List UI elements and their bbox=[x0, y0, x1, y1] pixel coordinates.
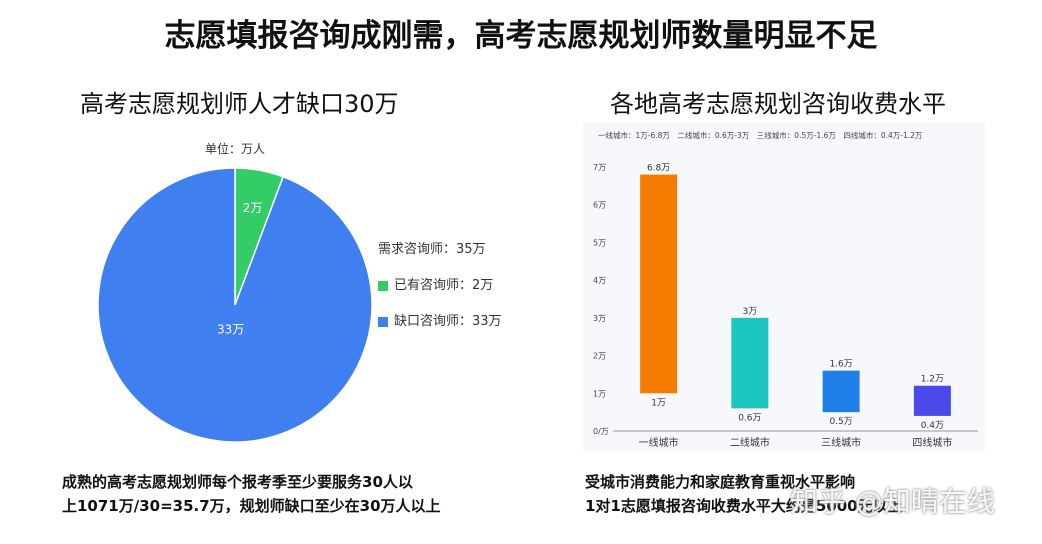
bar-high-label: 6.8万 bbox=[647, 164, 670, 174]
x-tick-label: 四线城市 bbox=[912, 436, 952, 449]
bar-low-label: 0.4万 bbox=[921, 421, 944, 431]
bar-3 bbox=[822, 370, 860, 413]
bar-2 bbox=[731, 317, 769, 409]
x-tick-label: 三线城市 bbox=[821, 436, 861, 449]
bar-high-label: 1.2万 bbox=[921, 375, 944, 385]
y-tick-label: 6万 bbox=[593, 201, 606, 210]
bar-low-label: 1万 bbox=[651, 398, 666, 408]
bar-high-label: 3万 bbox=[743, 307, 758, 317]
pie-chart: 2万 33万 bbox=[97, 167, 373, 443]
legend-label-existing: 已有咨询师：2万 bbox=[394, 278, 494, 293]
left-note-line-1: 成熟的高考志愿规划师每个报考季至少要服务30人以 bbox=[62, 473, 413, 491]
left-note: 成熟的高考志愿规划师每个报考季至少要服务30人以 上1071万/30=35.7万… bbox=[62, 470, 542, 518]
main-title: 志愿填报咨询成刚需，高考志愿规划师数量明显不足 bbox=[164, 18, 878, 54]
y-tick-label: 0/万 bbox=[593, 427, 609, 436]
y-tick-label: 2万 bbox=[593, 352, 606, 361]
bar-1 bbox=[640, 174, 678, 394]
right-note: 受城市消费能力和家庭教育重视水平影响 1对1志愿填报咨询收费水平大约是5000元… bbox=[585, 470, 1035, 518]
bar-4 bbox=[913, 385, 951, 416]
y-tick-label: 7万 bbox=[593, 163, 606, 172]
pie-slice-label-gap: 33万 bbox=[217, 322, 244, 336]
pie-slice-gap bbox=[97, 167, 373, 443]
pie-unit-label: 单位：万人 bbox=[205, 142, 266, 156]
pie-legend-total: 需求咨询师：35万 bbox=[378, 242, 486, 257]
right-note-line-2: 1对1志愿填报咨询收费水平大约是5000元以上 bbox=[585, 497, 903, 515]
bar-chart-legend: 一线城市：1万-6.8万 二线城市：0.6万-3万 三线城市：0.5万-1.6万… bbox=[598, 131, 923, 140]
x-tick-label: 一线城市 bbox=[639, 436, 679, 449]
left-note-line-2: 上1071万/30=35.7万，规划师缺口至少在30万人以上 bbox=[62, 497, 441, 515]
right-note-line-1: 受城市消费能力和家庭教育重视水平影响 bbox=[585, 473, 856, 491]
legend-swatch-existing bbox=[378, 280, 388, 291]
x-tick-label: 二线城市 bbox=[730, 436, 770, 449]
pie-chart-title: 高考志愿规划师人才缺口30万 bbox=[80, 90, 399, 118]
watermark: 知乎 @知晴在线 bbox=[790, 485, 995, 518]
bar-chart-title: 各地高考志愿规划咨询收费水平 bbox=[610, 90, 946, 118]
bar-low-label: 0.6万 bbox=[738, 413, 761, 423]
pie-legend-item-existing: 已有咨询师：2万 bbox=[378, 274, 493, 293]
y-tick-label: 5万 bbox=[593, 238, 606, 247]
legend-label-gap: 缺口咨询师：33万 bbox=[394, 314, 502, 329]
legend-swatch-gap bbox=[378, 316, 388, 327]
bar-low-label: 0.5万 bbox=[829, 417, 852, 427]
y-tick-label: 4万 bbox=[593, 276, 606, 285]
pie-slice-label-existing: 2万 bbox=[243, 201, 263, 215]
y-tick-label: 1万 bbox=[593, 389, 606, 398]
y-tick-label: 3万 bbox=[593, 314, 606, 323]
pie-legend-item-gap: 缺口咨询师：33万 bbox=[378, 310, 502, 329]
bar-high-label: 1.6万 bbox=[829, 360, 852, 370]
